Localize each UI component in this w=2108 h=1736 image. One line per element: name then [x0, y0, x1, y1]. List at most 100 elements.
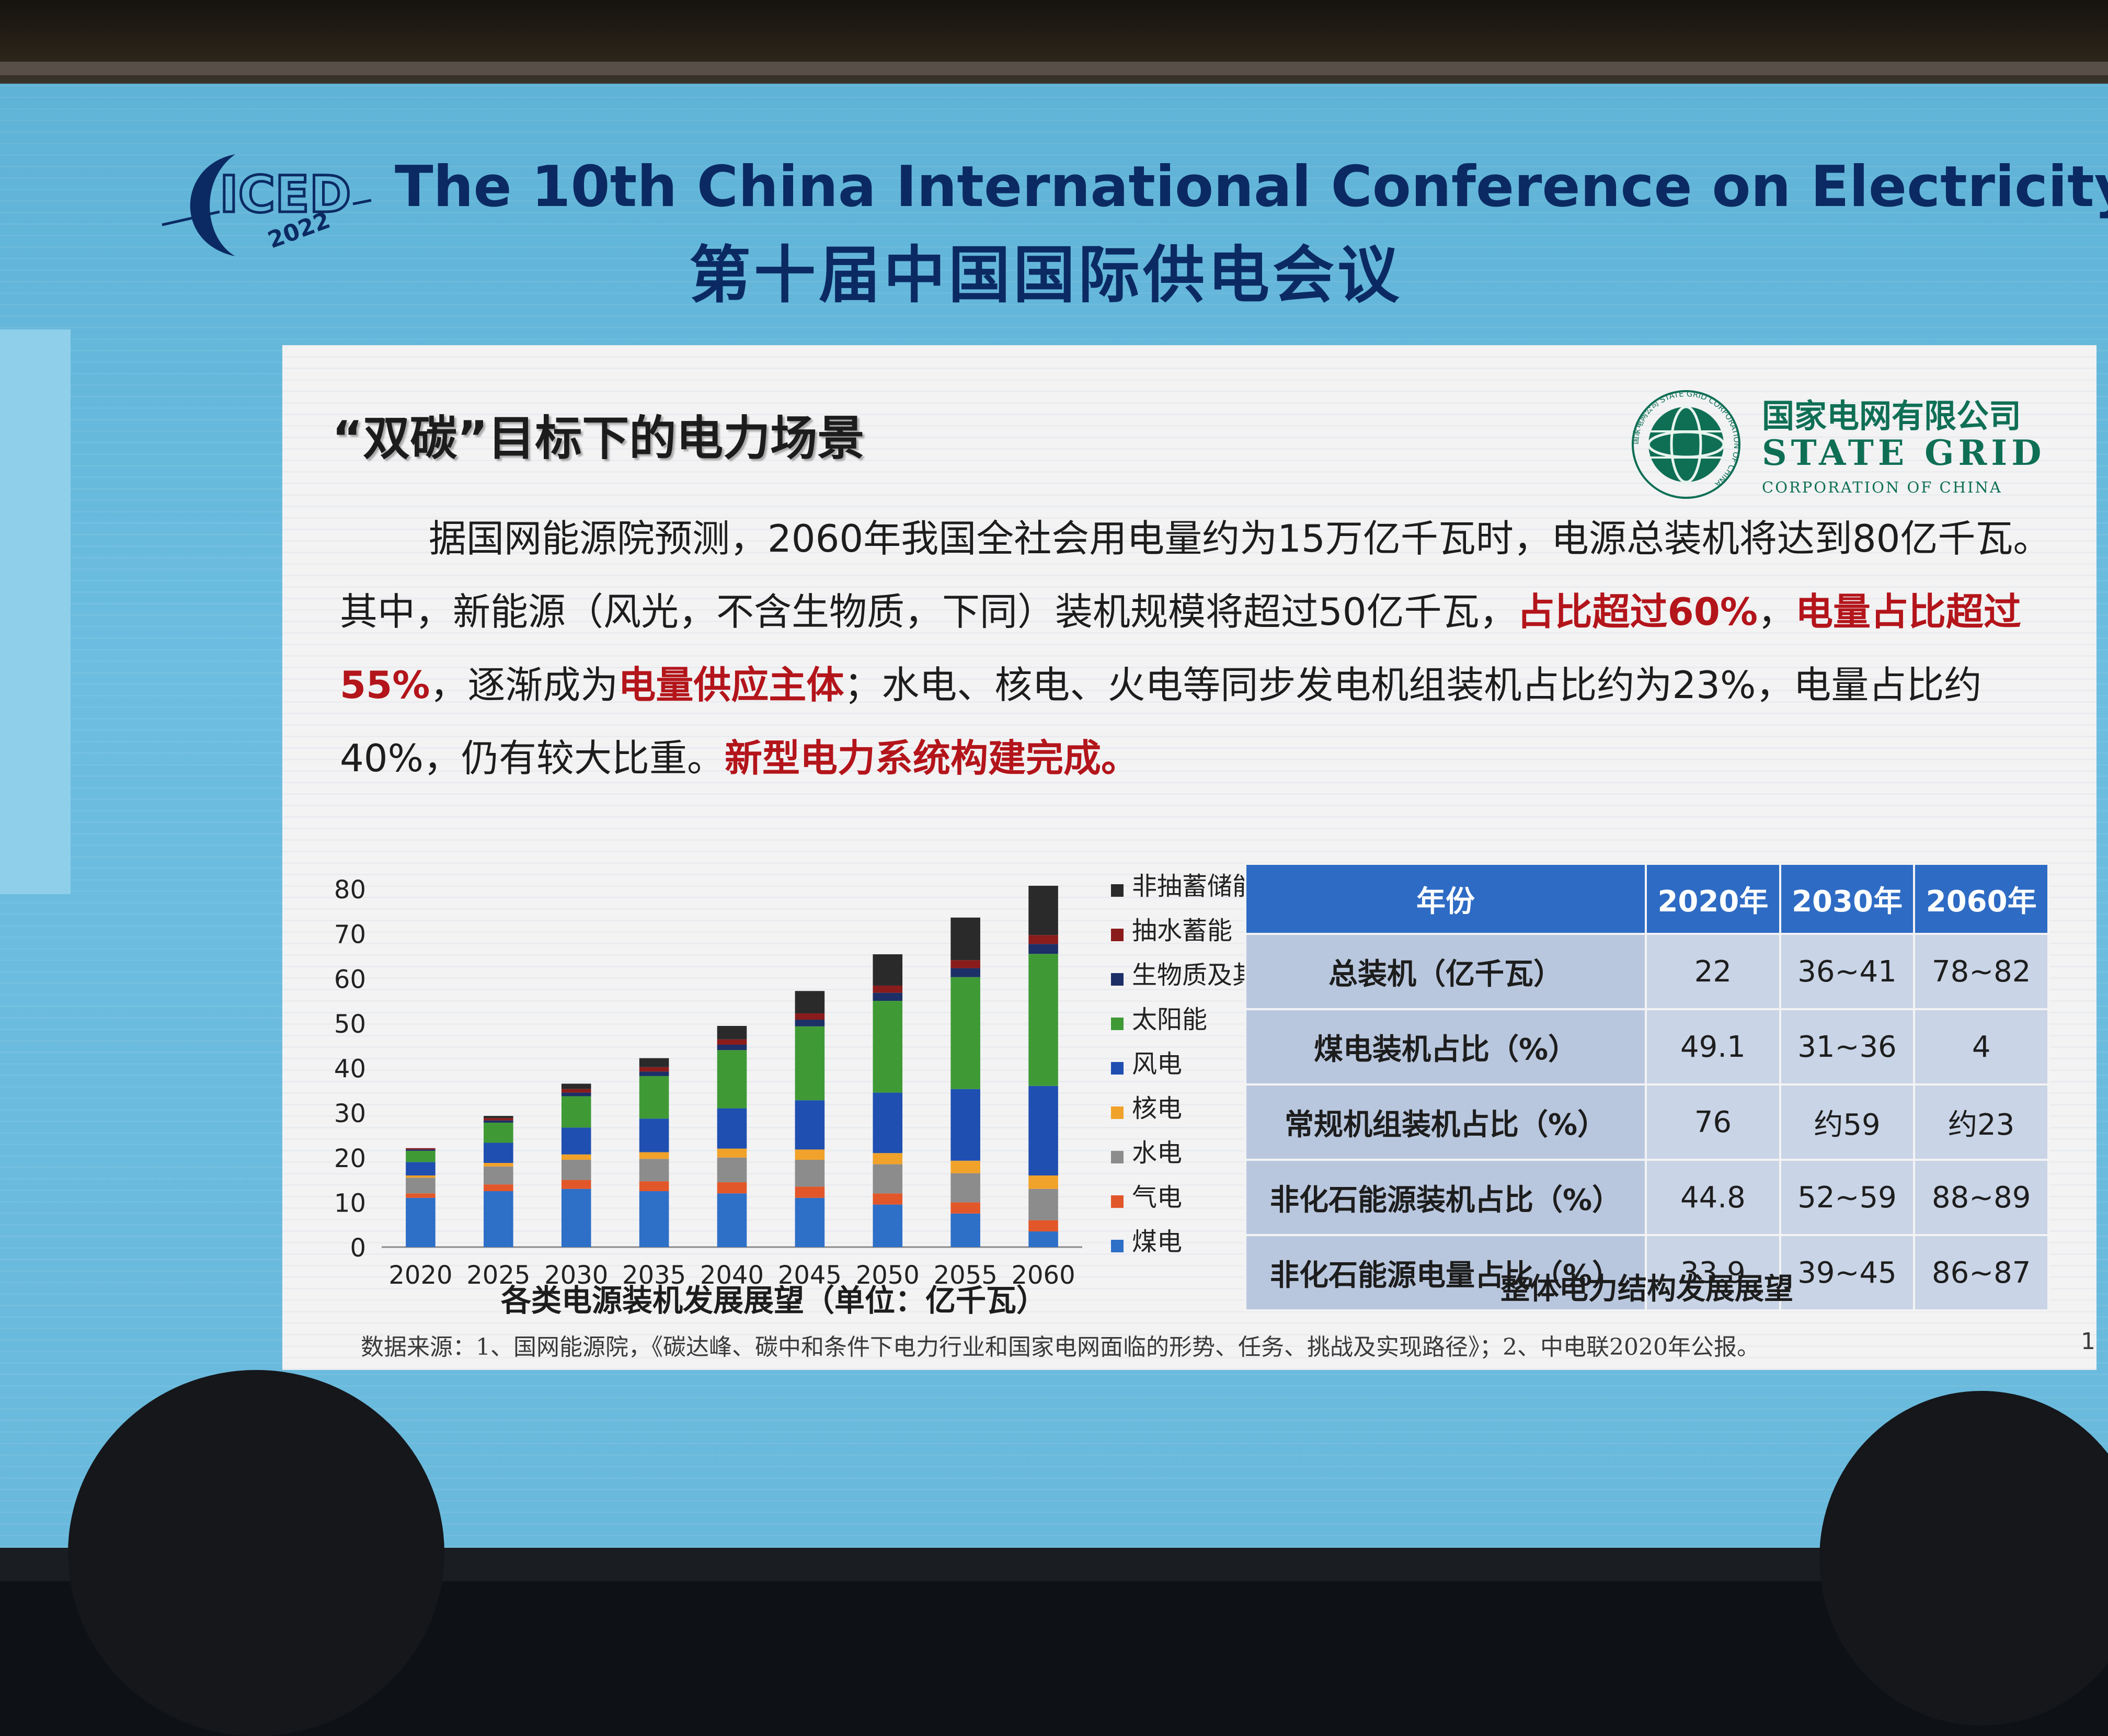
bar-segment — [873, 1092, 903, 1153]
para-highlight-2: 电量占比超过55% — [340, 590, 2021, 707]
table-cell: 22 — [1645, 933, 1781, 1010]
table-cell: 86~87 — [1913, 1234, 2049, 1311]
table-header-row: 年份 2020年 2030年 2060年 — [1244, 863, 2049, 935]
bar-segment — [795, 1149, 825, 1160]
table-header-cell: 2060年 — [1913, 863, 2049, 935]
left-panel — [0, 329, 71, 894]
bar-segment — [795, 1100, 825, 1150]
bar-segment — [873, 992, 903, 1001]
bar-segment — [717, 1148, 747, 1158]
table-row-label: 非化石能源装机占比（%） — [1244, 1159, 1647, 1236]
bar-segment — [717, 1044, 747, 1050]
legend-swatch — [1111, 1151, 1124, 1163]
bar-segment — [1028, 1175, 1058, 1189]
table-row-label: 总装机（亿千瓦） — [1244, 933, 1647, 1010]
legend-entry: 核电 — [1132, 1094, 1182, 1123]
legend-swatch — [1111, 929, 1124, 941]
table-cell: 约23 — [1913, 1083, 2049, 1161]
legend-swatch — [1111, 1240, 1124, 1252]
conference-title-cn: 第十届中国国际供电会议 — [689, 239, 1402, 311]
bar-segment — [873, 1001, 903, 1093]
legend-entry: 抽水蓄能 — [1132, 916, 1232, 945]
legend-swatch — [1111, 973, 1124, 986]
bar-segment — [950, 1213, 980, 1247]
bar-segment — [639, 1067, 669, 1072]
page-number: 1 — [2081, 1328, 2095, 1355]
bar-segment — [950, 1160, 980, 1173]
table-header-cell: 2020年 — [1645, 863, 1781, 935]
projection-screen: ICED 2022 The 10th China International C… — [0, 84, 2108, 1548]
bar-segment — [561, 1083, 591, 1089]
bar-segment — [950, 968, 980, 977]
x-tick-label: 2035 — [622, 1261, 686, 1286]
y-tick-label: 60 — [334, 965, 366, 994]
x-tick-label: 2060 — [1011, 1261, 1075, 1286]
bar-segment — [717, 1050, 747, 1109]
bar-segment — [484, 1191, 513, 1247]
bar-segment — [639, 1191, 669, 1247]
y-tick-label: 10 — [334, 1189, 366, 1218]
table-row: 总装机（亿千瓦） 22 36~41 78~82 — [1244, 933, 2049, 1010]
bar-segment — [484, 1184, 513, 1191]
bar-segment — [795, 1197, 825, 1247]
bar-segment — [1028, 886, 1058, 935]
bar-segment — [717, 1193, 747, 1247]
x-tick-label: 2045 — [778, 1261, 842, 1286]
legend-swatch — [1111, 1106, 1124, 1119]
y-tick-label: 30 — [334, 1099, 366, 1128]
x-tick-label: 2020 — [388, 1261, 452, 1286]
bar-segment — [561, 1189, 591, 1247]
x-tick-label: 2050 — [856, 1261, 920, 1286]
table-cell: 4 — [1913, 1008, 2049, 1086]
table-header-cell: 年份 — [1244, 863, 1647, 935]
bar-segment — [873, 1193, 903, 1205]
y-tick-label: 0 — [350, 1234, 366, 1263]
bar-segment — [406, 1193, 436, 1198]
table-cell: 88~89 — [1913, 1159, 2049, 1236]
y-tick-label: 50 — [334, 1010, 366, 1039]
bar-segment — [639, 1071, 669, 1076]
table-header-cell: 2030年 — [1779, 863, 1916, 935]
iced-logo: ICED 2022 — [162, 154, 372, 256]
para-highlight-3: 电量供应主体 — [618, 663, 844, 707]
table-row-label: 常规机组装机占比（%） — [1244, 1083, 1647, 1161]
bar-segment — [406, 1148, 436, 1150]
bar-segment — [639, 1118, 669, 1152]
bar-segment — [1028, 935, 1058, 944]
legend-swatch — [1111, 1018, 1124, 1030]
bar-segment — [873, 1204, 903, 1247]
para-highlight-4: 新型电力系统构建完成。 — [725, 736, 1139, 780]
bar-segment — [406, 1162, 436, 1175]
data-source-note: 数据来源：1、国网能源院，《碳达峰、碳中和条件下电力行业和国家电网面临的形势、任… — [361, 1334, 1760, 1361]
bar-segment — [561, 1089, 591, 1093]
table-cell: 39~45 — [1779, 1234, 1916, 1311]
bar-segment — [484, 1118, 513, 1121]
bar-segment — [950, 1173, 980, 1203]
table-row: 煤电装机占比（%） 49.1 31~36 4 — [1244, 1008, 2049, 1086]
table-cell: 约59 — [1779, 1083, 1916, 1161]
y-tick-label: 70 — [334, 920, 366, 950]
ceiling-background — [0, 0, 2108, 84]
bar-segment — [561, 1127, 591, 1155]
bar-segment — [484, 1122, 513, 1143]
table-row-label: 非化石能源电量占比（%） — [1244, 1234, 1647, 1311]
table-cell: 49.1 — [1645, 1008, 1781, 1086]
globe-icon: 国家电网公司 STATE GRID CORPORATION OF CHINA — [1631, 390, 1741, 499]
bar-segment — [1028, 944, 1058, 954]
logo-text: ICED — [220, 165, 351, 224]
bar-segment — [561, 1092, 591, 1097]
y-tick-label: 40 — [334, 1055, 366, 1084]
bar-segment — [950, 1089, 980, 1161]
bar-segment — [950, 917, 980, 961]
ceiling-rail — [0, 62, 2108, 75]
company-subtitle: CORPORATION OF CHINA — [1762, 478, 2002, 496]
bar-segment — [795, 1160, 825, 1187]
bar-segment — [639, 1181, 669, 1191]
para-text-3: ，逐渐成为 — [430, 663, 618, 707]
para-text-4: ；水电、核电、火电等同步发电机组装机占比约为23%，电量占比约40%，仍有较大比… — [340, 663, 1982, 780]
state-grid-logo: 国家电网公司 STATE GRID CORPORATION OF CHINA 国… — [1631, 384, 2081, 505]
legend-swatch — [1111, 1062, 1124, 1075]
bar-segment — [717, 1026, 747, 1040]
table-cell: 52~59 — [1779, 1159, 1916, 1236]
